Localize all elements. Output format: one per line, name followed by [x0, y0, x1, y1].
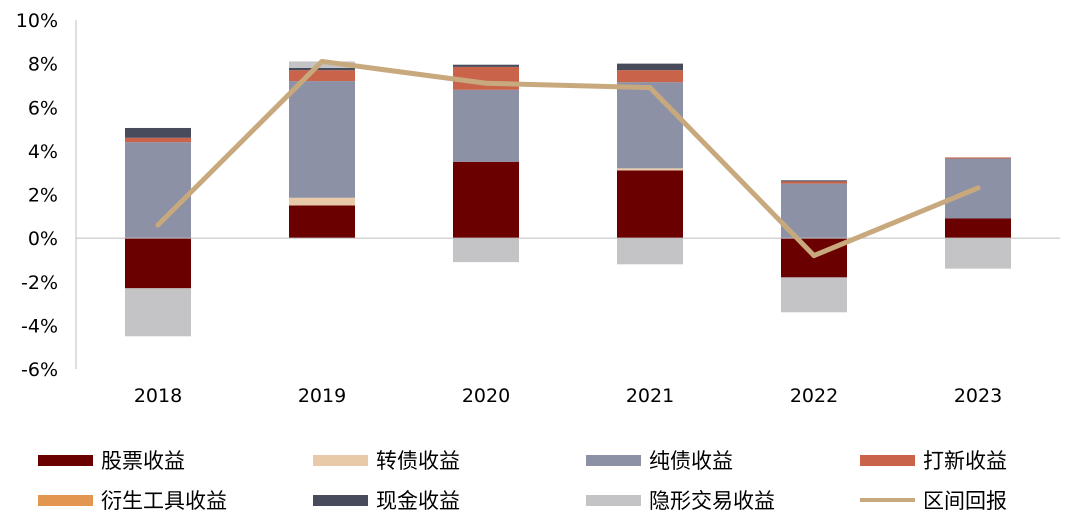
bar-segment [617, 63, 683, 71]
chart: -6%-4%-2%0%2%4%6%8%10% 2018 2019 2020 2021 2… [16, 10, 1060, 407]
bars [125, 61, 1011, 337]
legend-item: 转债收益 [313, 442, 460, 478]
bar-segment [453, 238, 519, 263]
legend-label: 转债收益 [376, 449, 460, 473]
bar-segment [781, 180, 847, 182]
y-tick-label: -2% [21, 272, 58, 294]
legend-item: 纯债收益 [586, 442, 733, 478]
bar-segment [289, 81, 355, 198]
bar-segment [289, 197, 355, 206]
x-tick-label: 2023 [954, 385, 1002, 407]
bar-segment [781, 277, 847, 313]
bar-segment [289, 70, 355, 82]
legend-item: 衍生工具收益 [38, 482, 227, 518]
legend-swatch [586, 494, 641, 506]
line-point [811, 253, 817, 259]
y-tick-label: 4% [28, 141, 58, 163]
line-point [647, 85, 653, 91]
bar-segment [617, 168, 683, 171]
bar-segment [945, 238, 1011, 269]
bar-segment [289, 67, 355, 71]
bar-segment [125, 127, 191, 138]
x-tick-label: 2019 [298, 385, 346, 407]
legend-swatch [313, 454, 368, 466]
legend-label: 区间回报 [923, 489, 1007, 513]
x-axis-ticks: 2018 2019 2020 2021 2022 2023 [134, 385, 1002, 407]
y-tick-label: 0% [28, 228, 58, 250]
legend-label: 现金收益 [376, 489, 460, 513]
bar-segment [617, 70, 683, 83]
line-point [975, 185, 981, 191]
legend-item: 打新收益 [860, 442, 1007, 478]
legend-swatch [38, 494, 93, 506]
line-series-区间回报 [155, 58, 981, 259]
legend-label: 打新收益 [923, 449, 1007, 473]
line-point [155, 222, 161, 228]
legend-swatch [313, 494, 368, 506]
legend-label: 纯债收益 [649, 449, 733, 473]
legend-item: 区间回报 [860, 482, 1007, 518]
legend-label: 衍生工具收益 [101, 489, 227, 513]
bar-segment [781, 183, 847, 239]
bar-segment [125, 137, 191, 143]
y-tick-label: 6% [28, 97, 58, 119]
legend-swatch [860, 454, 915, 466]
legend-label: 隐形交易收益 [649, 489, 775, 513]
bar-segment [125, 288, 191, 337]
y-axis-ticks: -6% -4% -2% 0% 2% 4% 6% 8% 10% [16, 10, 58, 381]
bar-segment [125, 238, 191, 289]
legend-item: 隐形交易收益 [586, 482, 775, 518]
legend-swatch [860, 498, 915, 502]
legend: 股票收益 转债收益 纯债收益 打新收益衍生工具收益 现金收益 隐形交易收益 区间回报 [0, 440, 1067, 519]
bar-segment [617, 238, 683, 265]
bar-segment [781, 181, 847, 184]
bar-segment [945, 157, 1011, 159]
bar-segment [945, 218, 1011, 239]
line-point [319, 58, 325, 64]
bar-segment [289, 205, 355, 239]
bar-segment [617, 170, 683, 239]
x-tick-label: 2020 [462, 385, 510, 407]
y-tick-label: -4% [21, 315, 58, 337]
legend-swatch [586, 454, 641, 466]
y-tick-label: 10% [16, 10, 58, 32]
legend-item: 现金收益 [313, 482, 460, 518]
y-tick-label: 8% [28, 54, 58, 76]
legend-item: 股票收益 [38, 442, 185, 478]
y-tick-label: 2% [28, 185, 58, 207]
line-point [483, 80, 489, 86]
bar-segment [453, 89, 519, 162]
x-tick-label: 2021 [626, 385, 674, 407]
bar-segment [453, 64, 519, 67]
legend-label: 股票收益 [101, 449, 185, 473]
y-tick-label: -6% [21, 359, 58, 381]
legend-swatch [38, 454, 93, 466]
x-tick-label: 2018 [134, 385, 182, 407]
x-tick-label: 2022 [790, 385, 838, 407]
bar-segment [453, 161, 519, 239]
bar-segment [617, 82, 683, 169]
